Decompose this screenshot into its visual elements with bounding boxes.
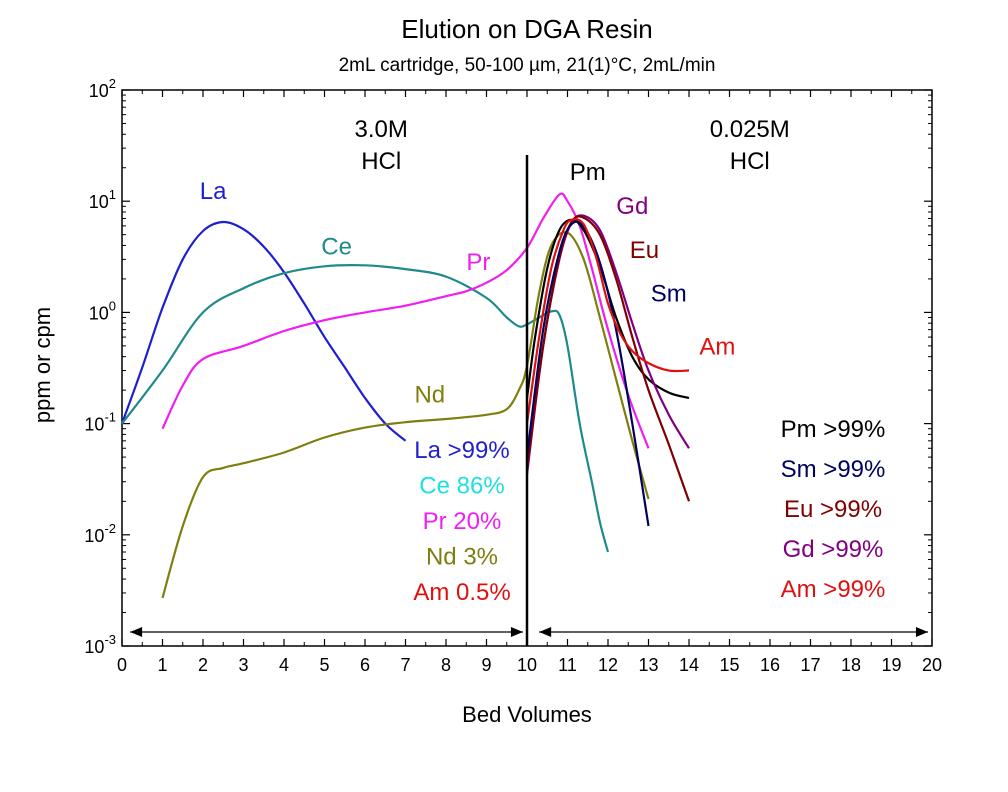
recovery-right-item: Eu >99% <box>784 496 882 523</box>
series-label-eu: Eu <box>630 237 659 264</box>
y-tick-label: 10-1 <box>84 410 116 435</box>
x-tick-label: 2 <box>198 655 208 675</box>
x-tick-label: 18 <box>841 655 861 675</box>
series-label-nd: Nd <box>414 381 445 408</box>
recovery-left-item: Ce 86% <box>419 473 504 500</box>
series-label-la: La <box>200 178 227 205</box>
series-label-am: Am <box>699 333 735 360</box>
y-tick-label: 10-2 <box>84 521 116 546</box>
recovery-right-item: Am >99% <box>781 576 886 603</box>
x-tick-label: 17 <box>800 655 820 675</box>
x-tick-label: 16 <box>760 655 780 675</box>
series-line-sm <box>525 220 650 527</box>
x-tick-label: 14 <box>679 655 699 675</box>
x-tick-label: 7 <box>400 655 410 675</box>
recovery-right-item: Sm >99% <box>781 456 886 483</box>
x-tick-label: 3 <box>238 655 248 675</box>
recovery-left-item: Nd 3% <box>426 544 498 571</box>
series-label-pm: Pm <box>570 159 606 186</box>
x-axis-label: Bed Volumes <box>462 702 592 727</box>
range-arrow-head-left <box>130 627 143 637</box>
recovery-right-item: Pm >99% <box>781 416 886 443</box>
series-line-ce <box>121 263 610 553</box>
recovery-left-item: La >99% <box>414 437 509 464</box>
series-label-ce: Ce <box>321 234 352 261</box>
y-tick-label: 102 <box>89 76 116 101</box>
x-tick-label: 15 <box>719 655 739 675</box>
y-tick-label: 100 <box>89 298 116 323</box>
x-tick-label: 4 <box>279 655 289 675</box>
x-tick-label: 8 <box>441 655 451 675</box>
region-1-concentration: 3.0M <box>355 116 408 143</box>
series-line-pr <box>161 192 650 449</box>
region-2-concentration: 0.025M <box>710 116 790 143</box>
recovery-left-item: Pr 20% <box>423 508 502 535</box>
y-axis-label: ppm or cpm <box>30 307 55 423</box>
range-arrow-head-left <box>539 627 552 637</box>
x-tick-label: 10 <box>517 655 537 675</box>
x-tick-label: 5 <box>319 655 329 675</box>
x-tick-label: 20 <box>922 655 942 675</box>
recovery-left-item: Am 0.5% <box>413 579 510 606</box>
x-tick-label: 1 <box>157 655 167 675</box>
series-line-pm <box>525 218 690 400</box>
y-tick-label: 101 <box>89 187 116 212</box>
region-2-acid: HCl <box>730 148 770 175</box>
chart-subtitle: 2mL cartridge, 50-100 µm, 21(1)°C, 2mL/m… <box>339 55 716 76</box>
y-tick-label: 10-3 <box>84 632 116 657</box>
series-line-la <box>120 220 407 442</box>
range-arrow-head-right <box>510 627 523 637</box>
x-tick-label: 13 <box>638 655 658 675</box>
series-line-nd <box>161 231 650 599</box>
series-label-sm: Sm <box>651 281 687 308</box>
chart-title: Elution on DGA Resin <box>401 14 652 44</box>
series-label-pr: Pr <box>466 249 490 276</box>
x-tick-label: 9 <box>481 655 491 675</box>
series-line-eu <box>525 215 691 502</box>
series-line-am <box>525 218 690 424</box>
x-tick-label: 11 <box>558 655 577 675</box>
range-arrow-head-right <box>915 627 928 637</box>
x-tick-label: 6 <box>360 655 370 675</box>
x-tick-label: 19 <box>881 655 901 675</box>
recovery-right-item: Gd >99% <box>783 536 884 563</box>
series-label-gd: Gd <box>616 193 648 220</box>
region-1-acid: HCl <box>361 148 401 175</box>
x-tick-label: 12 <box>598 655 618 675</box>
x-tick-label: 0 <box>117 655 127 675</box>
